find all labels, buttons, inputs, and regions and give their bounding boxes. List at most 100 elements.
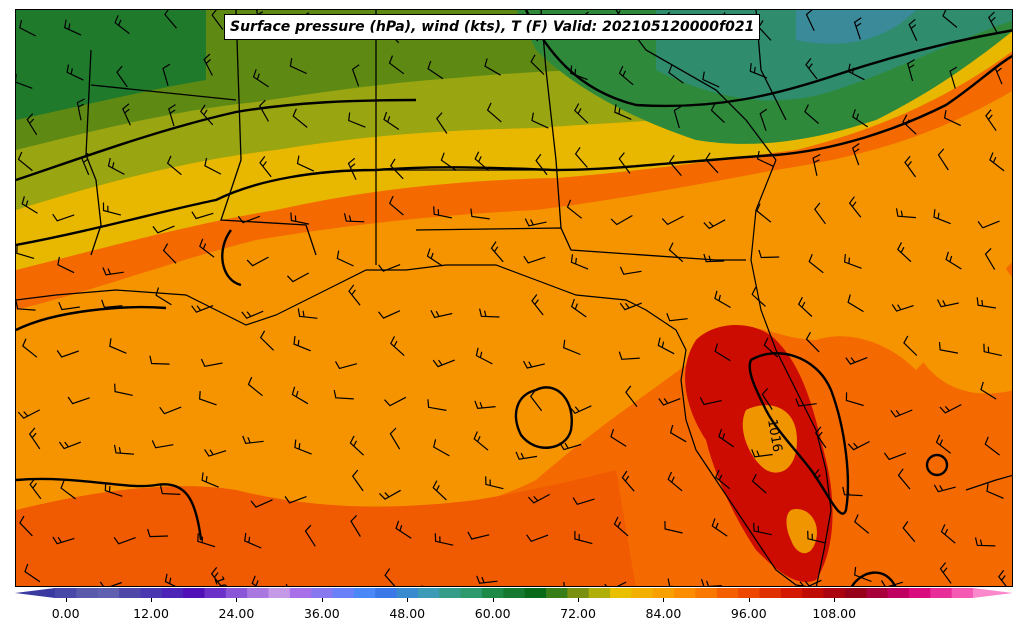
legend-swatch: [631, 588, 654, 598]
wind-barb: [66, 64, 84, 81]
legend-swatch: [546, 588, 568, 598]
legend-tick: [321, 598, 323, 602]
isobar-label-1016: 1016: [764, 418, 785, 453]
wind-barb: [113, 536, 136, 545]
wind-barb: [427, 399, 447, 411]
wind-barb: [149, 355, 170, 365]
wind-barb: [390, 336, 405, 357]
wind-barb: [805, 58, 818, 80]
wind-barb: [19, 19, 37, 37]
wind-barb: [613, 516, 629, 537]
legend-tick-label: 36.00: [303, 606, 340, 621]
legend-swatch: [204, 588, 227, 598]
legend-swatch: [55, 588, 77, 598]
wind-barb: [252, 69, 269, 88]
wind-barb: [348, 284, 361, 306]
wind-barb: [711, 518, 728, 537]
wind-barb: [570, 254, 589, 270]
wind-barb: [16, 74, 33, 89]
wind-barb: [673, 105, 682, 129]
wind-barb: [104, 482, 123, 497]
legend-tick-label: 48.00: [389, 606, 426, 621]
legend-tick-label: 108.00: [812, 606, 857, 621]
wind-barb: [667, 471, 683, 492]
wind-barb: [191, 305, 214, 313]
wind-barb: [989, 152, 1005, 172]
legend-tick: [492, 598, 494, 602]
map-panel: 1016 10 Surface pressure (hPa), wind (kt…: [15, 9, 1013, 587]
wind-barb: [574, 531, 593, 545]
wind-barb: [304, 524, 316, 547]
legend-swatch: [823, 588, 846, 598]
wind-barb: [26, 113, 38, 136]
wind-barb: [668, 154, 682, 176]
wind-barb: [939, 562, 952, 584]
wind-barb: [618, 65, 634, 86]
wind-barb: [758, 249, 780, 259]
wind-barb: [902, 521, 916, 543]
wind-barb: [432, 480, 447, 501]
wind-barb: [247, 376, 263, 397]
wind-barb: [812, 153, 821, 176]
wind-barb: [714, 290, 731, 309]
wind-barb: [114, 15, 130, 35]
wind-barb: [661, 215, 684, 226]
wind-barb: [903, 335, 918, 356]
wind-barb: [474, 151, 490, 172]
wind-barb: [523, 255, 546, 264]
wind-barb: [854, 514, 870, 534]
legend-swatch: [183, 588, 206, 598]
wind-barb: [351, 64, 360, 87]
wind-barb: [246, 256, 269, 267]
legend-swatch: [119, 588, 141, 598]
legend-tick-label: 0.00: [51, 606, 80, 621]
wind-barb: [56, 350, 79, 358]
wind-barb: [908, 18, 918, 42]
legend-tick-label: 24.00: [218, 606, 255, 621]
wind-barb: [159, 406, 182, 415]
wind-barb: [109, 338, 127, 354]
wind-barb: [378, 310, 401, 319]
legend-swatch: [610, 588, 633, 598]
wind-barb: [805, 331, 820, 353]
wind-barb: [619, 266, 642, 275]
wind-barb: [805, 10, 815, 32]
wind-barb: [296, 155, 315, 172]
wind-barb: [384, 568, 396, 586]
legend-tick: [65, 598, 67, 602]
wind-barb: [297, 308, 318, 319]
wind-barb: [259, 330, 275, 351]
wind-barb: [116, 65, 128, 88]
wind-barb: [294, 439, 312, 455]
wind-barb: [974, 537, 996, 547]
legend-swatch: [375, 588, 398, 598]
wind-barb: [440, 152, 457, 171]
wind-barb: [937, 148, 949, 171]
legend-extend-max: [973, 588, 1013, 598]
wind-barb: [563, 582, 565, 586]
orange-gulf-field: [16, 91, 1012, 530]
color-legend-bar: [15, 588, 1013, 598]
wind-barb: [657, 337, 675, 355]
legend-swatch: [887, 588, 910, 598]
legend-tick: [663, 598, 665, 602]
wind-barb: [101, 299, 123, 308]
wind-barb: [703, 253, 725, 263]
wind-barb: [52, 536, 75, 545]
wind-barb: [984, 247, 996, 270]
wind-barb: [99, 581, 123, 586]
wind-barb: [718, 428, 735, 448]
legend-tick-label: 12.00: [133, 606, 169, 621]
southern-red-field: [16, 470, 636, 586]
wind-barb: [668, 64, 684, 84]
wind-barbs: [16, 10, 1007, 586]
green-band: [16, 10, 206, 120]
wind-barb: [563, 339, 581, 356]
wind-barb: [705, 152, 719, 174]
wind-barb: [985, 109, 997, 131]
wind-barb: [203, 53, 213, 76]
wind-barb: [569, 405, 592, 415]
wind-barb: [574, 146, 588, 168]
wind-barb: [751, 449, 773, 458]
wind-barb: [151, 440, 174, 449]
